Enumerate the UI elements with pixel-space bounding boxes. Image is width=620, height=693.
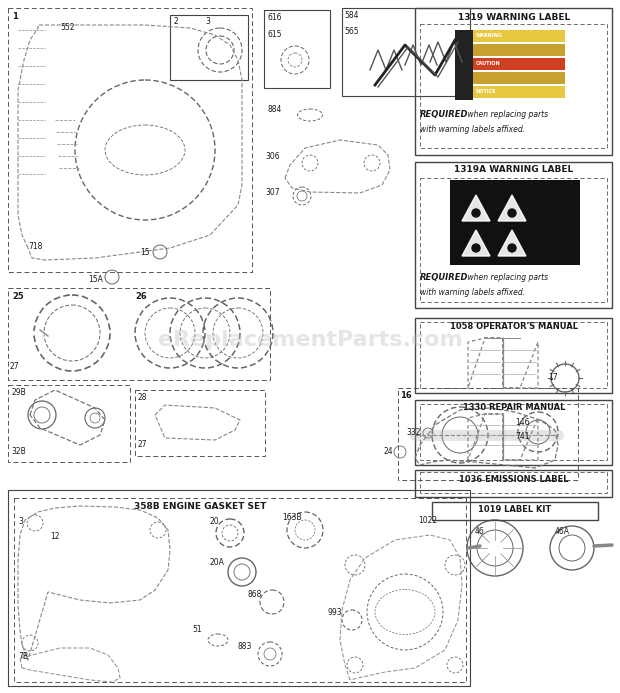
- Text: 51: 51: [192, 625, 202, 634]
- Bar: [8, 288, 270, 380]
- Text: 306: 306: [265, 152, 280, 161]
- Bar: [420, 472, 607, 493]
- Text: when replacing parts: when replacing parts: [465, 110, 548, 119]
- Polygon shape: [462, 230, 490, 256]
- Bar: [455, 44, 565, 56]
- Bar: [264, 10, 330, 88]
- Circle shape: [472, 244, 480, 252]
- Bar: [455, 58, 565, 70]
- Text: 20: 20: [210, 517, 219, 526]
- Text: 25: 25: [12, 292, 24, 301]
- Text: eReplacementParts.com: eReplacementParts.com: [157, 330, 463, 349]
- Text: 46A: 46A: [555, 527, 570, 536]
- Text: 1036 EMISSIONS LABEL: 1036 EMISSIONS LABEL: [459, 475, 569, 484]
- Polygon shape: [498, 195, 526, 221]
- Bar: [398, 388, 578, 480]
- Bar: [455, 86, 565, 98]
- Text: 27: 27: [138, 440, 148, 449]
- Text: with warning labels affixed.: with warning labels affixed.: [420, 125, 525, 134]
- Text: 868: 868: [248, 590, 262, 599]
- Text: 615: 615: [267, 30, 281, 39]
- Text: 24: 24: [383, 447, 392, 456]
- Text: CAUTION: CAUTION: [476, 61, 501, 66]
- Bar: [415, 318, 612, 393]
- Polygon shape: [498, 230, 526, 256]
- Text: 883: 883: [238, 642, 252, 651]
- Text: 29B: 29B: [11, 388, 26, 397]
- Text: 1022: 1022: [418, 516, 437, 525]
- Text: 2: 2: [173, 17, 178, 26]
- Text: 3: 3: [205, 17, 210, 26]
- Text: with warning labels affixed.: with warning labels affixed.: [420, 288, 525, 297]
- Text: 17: 17: [548, 373, 557, 382]
- Text: 146: 146: [515, 418, 529, 427]
- Bar: [455, 30, 473, 100]
- Circle shape: [508, 244, 516, 252]
- Text: NOTICE: NOTICE: [476, 89, 497, 94]
- Text: 12: 12: [50, 532, 60, 541]
- Bar: [8, 385, 130, 462]
- Text: 307: 307: [265, 188, 280, 197]
- Text: 718: 718: [28, 242, 42, 251]
- Text: 584: 584: [344, 11, 358, 20]
- Bar: [342, 8, 470, 96]
- Bar: [455, 72, 565, 84]
- Bar: [455, 30, 565, 42]
- Text: 15A: 15A: [88, 275, 103, 284]
- Text: 27: 27: [10, 362, 20, 371]
- Text: 20A: 20A: [210, 558, 225, 567]
- Polygon shape: [462, 195, 490, 221]
- Bar: [432, 502, 598, 520]
- Text: 163B: 163B: [282, 513, 301, 522]
- Text: WARNING: WARNING: [476, 33, 503, 38]
- Text: 1019 LABEL KIT: 1019 LABEL KIT: [479, 505, 552, 514]
- Text: 616: 616: [267, 13, 281, 22]
- Bar: [420, 178, 607, 302]
- Text: 1330 REPAIR MANUAL: 1330 REPAIR MANUAL: [463, 403, 565, 412]
- Text: 1058 OPERATOR'S MANUAL: 1058 OPERATOR'S MANUAL: [450, 322, 578, 331]
- Text: 7B: 7B: [18, 652, 28, 661]
- Text: 1319A WARNING LABEL: 1319A WARNING LABEL: [454, 165, 574, 174]
- Text: 16: 16: [400, 391, 412, 400]
- Text: 15: 15: [140, 248, 149, 257]
- Circle shape: [472, 209, 480, 217]
- Bar: [8, 8, 252, 272]
- Text: REQUIRED: REQUIRED: [420, 110, 469, 119]
- Bar: [415, 470, 612, 497]
- Text: 1319 WARNING LABEL: 1319 WARNING LABEL: [458, 13, 570, 22]
- Bar: [420, 404, 607, 460]
- Text: 993: 993: [328, 608, 343, 617]
- Text: 565: 565: [344, 27, 358, 36]
- Text: 3: 3: [18, 517, 23, 526]
- Text: 28: 28: [138, 393, 148, 402]
- Text: 332: 332: [406, 428, 420, 437]
- Text: 884: 884: [268, 105, 282, 114]
- Text: 46: 46: [475, 527, 485, 536]
- Bar: [420, 24, 607, 148]
- Text: 1: 1: [12, 12, 18, 21]
- Circle shape: [508, 209, 516, 217]
- Text: when replacing parts: when replacing parts: [465, 273, 548, 282]
- Bar: [135, 390, 265, 456]
- Bar: [14, 498, 466, 682]
- Text: 32B: 32B: [11, 447, 26, 456]
- Bar: [8, 490, 470, 686]
- Bar: [415, 162, 612, 308]
- Bar: [450, 180, 580, 265]
- Text: 552: 552: [60, 23, 74, 32]
- Text: 741: 741: [515, 432, 529, 441]
- Text: 26: 26: [135, 292, 147, 301]
- Bar: [415, 8, 612, 155]
- Bar: [420, 322, 607, 388]
- Bar: [170, 15, 248, 80]
- Bar: [415, 400, 612, 465]
- Text: 358B ENGINE GASKET SET: 358B ENGINE GASKET SET: [134, 502, 266, 511]
- Text: REQUIRED: REQUIRED: [420, 273, 469, 282]
